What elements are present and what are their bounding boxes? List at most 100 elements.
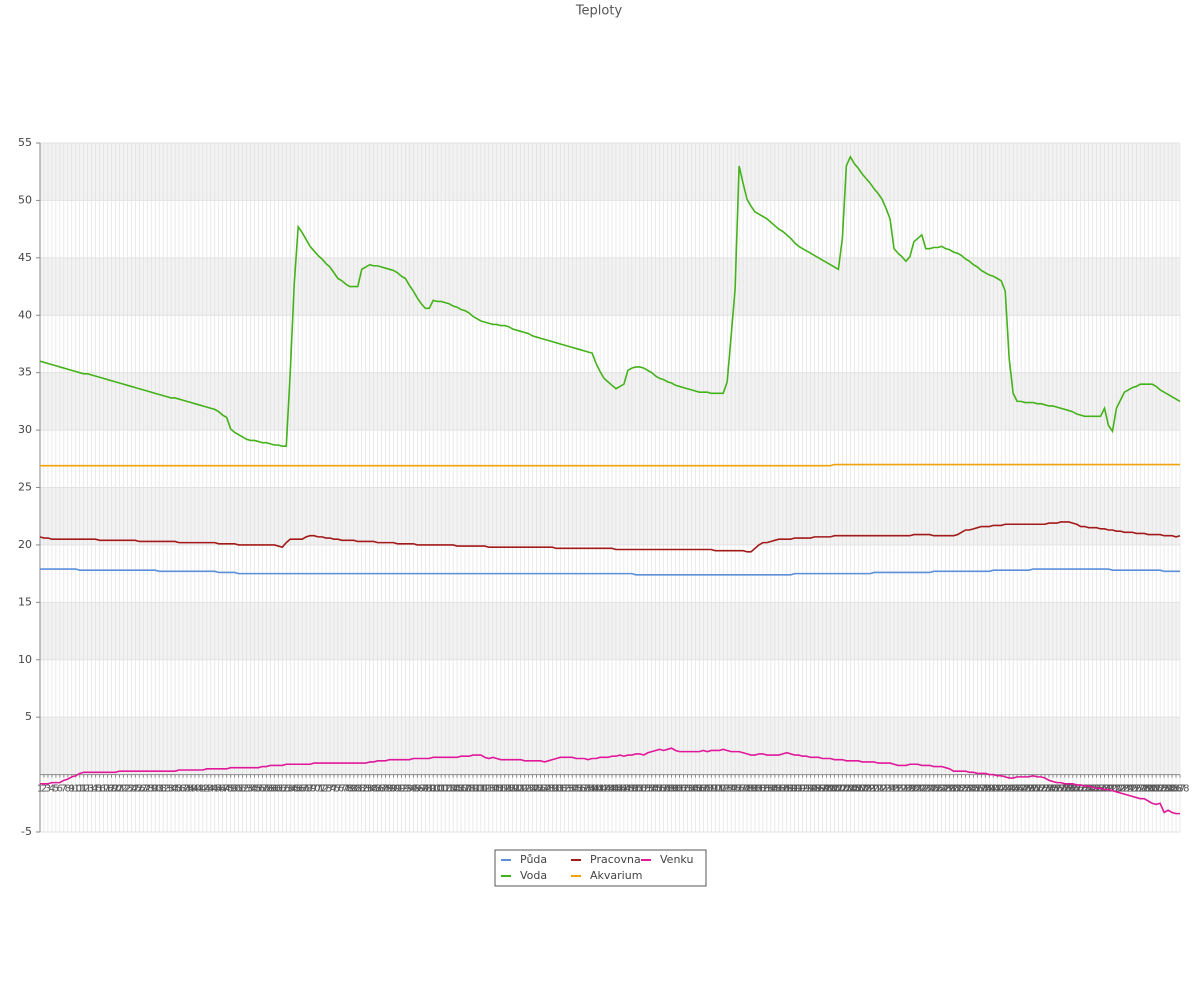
x-tick-label: 202 [829,784,848,795]
x-tick-label: 4 [49,784,55,795]
x-tick-label: 18 [101,784,114,795]
x-tick-label: 149 [618,784,637,795]
x-tick-label: 92 [395,784,408,795]
x-tick-label: 194 [797,784,816,795]
x-tick-label: 55 [248,784,261,795]
x-tick-label: 14 [85,784,98,795]
x-tick-label: 111 [467,784,486,795]
x-tick-label: 257 [1047,784,1066,795]
x-tick-label: 247 [1008,784,1027,795]
x-tick-label: 70 [308,784,321,795]
x-tick-label: 33 [161,784,174,795]
x-tick-label: 120 [503,784,522,795]
x-tick-label: 139 [579,784,598,795]
x-tick-label: 180 [741,784,760,795]
x-tick-label: 232 [948,784,967,795]
legend-label: Akvarium [590,869,642,882]
x-tick-label: 58 [260,784,273,795]
x-tick-label: 195 [801,784,820,795]
x-tick-label: 212 [869,784,888,795]
x-tick-label: 9 [69,784,75,795]
x-tick-label: 214 [877,784,896,795]
x-tick-label: 239 [976,784,995,795]
x-tick-label: 50 [228,784,241,795]
x-tick-label: 273 [1111,784,1130,795]
legend-label: Venku [660,853,693,866]
x-tick-label: 85 [367,784,380,795]
x-tick-label: 152 [630,784,649,795]
x-tick-label: 66 [292,784,305,795]
y-tick-label: 40 [18,308,32,321]
band [40,257,1180,316]
x-tick-label: 231 [944,784,963,795]
x-tick-label: 189 [777,784,796,795]
x-tick-label: 52 [236,784,249,795]
x-tick-label: 16 [93,784,106,795]
x-tick-label: 119 [499,784,518,795]
x-tick-label: 47 [216,784,229,795]
y-tick-label: 50 [18,193,32,206]
x-tick-label: 280 [1139,784,1158,795]
x-tick-label: 237 [968,784,987,795]
x-tick-label: 98 [419,784,432,795]
x-tick-label: 103 [436,784,455,795]
x-tick-label: 161 [666,784,685,795]
x-tick-label: 59 [264,784,277,795]
x-tick-label: 160 [662,784,681,795]
lines [39,155,1181,815]
y-tick-label: 30 [18,423,32,436]
x-tick-label: 15 [89,784,102,795]
x-tick-label: 148 [614,784,633,795]
x-tick-label: 151 [626,784,645,795]
background-bands [40,143,1180,775]
x-tick-label: 252 [1027,784,1046,795]
x-tick-label: 88 [379,784,392,795]
x-tick-label: 25 [129,784,142,795]
x-tick-label: 170 [702,784,721,795]
x-tick-label: 83 [359,784,372,795]
x-tick-label: 201 [825,784,844,795]
x-tick-label: 71 [312,784,325,795]
x-tick-label: 134 [559,784,578,795]
x-tick-label: 46 [212,784,225,795]
x-tick-label: 198 [813,784,832,795]
x-tick-label: 135 [563,784,582,795]
x-tick-label: 174 [718,784,737,795]
x-tick-label: 163 [674,784,693,795]
band [40,602,1180,660]
x-tick-label: 150 [622,784,641,795]
x-tick-label: 215 [880,784,899,795]
x-tick-label: 37 [177,784,190,795]
x-tick-label: 84 [363,784,376,795]
x-tick-label: 56 [252,784,265,795]
x-tick-label: 196 [805,784,824,795]
x-tick-label: 182 [749,784,768,795]
x-tick-label: 113 [475,784,494,795]
x-tick-label: 65 [288,784,301,795]
x-tick-label: 19 [105,784,118,795]
x-tick-label: 67 [296,784,309,795]
x-tick-label: 51 [232,784,245,795]
x-tick-label: 27 [137,784,150,795]
x-tick-label: 29 [145,784,158,795]
x-tick-label: 175 [722,784,741,795]
x-tick-label: 144 [598,784,617,795]
x-tick-label: 126 [527,784,546,795]
x-tick-label: 24 [125,784,138,795]
x-tick-label: 166 [686,784,705,795]
chart-title: Teploty [575,4,623,19]
x-tick-label: 225 [920,784,939,795]
x-tick-label: 146 [606,784,625,795]
x-tick-label: 32 [157,784,170,795]
x-tick-label: 123 [515,784,534,795]
x-tick-label: 177 [730,784,749,795]
x-tick-label: 251 [1023,784,1042,795]
series-line [40,747,1180,815]
x-tick-label: 224 [916,784,935,795]
x-tick-label: 109 [459,784,478,795]
x-tick-label: 53 [240,784,253,795]
x-tick-label: 133 [555,784,574,795]
x-tick-label: 272 [1107,784,1126,795]
x-tick-label: 82 [355,784,368,795]
x-tick-label: 197 [809,784,828,795]
